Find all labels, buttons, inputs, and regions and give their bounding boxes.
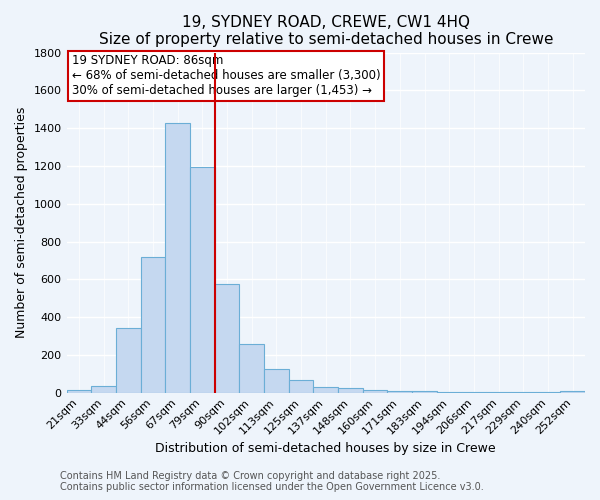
Bar bbox=[560, 390, 585, 392]
Bar bbox=[388, 390, 412, 392]
Bar bbox=[239, 344, 264, 393]
Bar bbox=[215, 284, 239, 393]
Bar bbox=[264, 369, 289, 392]
Bar bbox=[338, 388, 363, 392]
Bar bbox=[289, 380, 313, 392]
Text: Contains HM Land Registry data © Crown copyright and database right 2025.
Contai: Contains HM Land Registry data © Crown c… bbox=[60, 471, 484, 492]
Text: 19 SYDNEY ROAD: 86sqm
← 68% of semi-detached houses are smaller (3,300)
30% of s: 19 SYDNEY ROAD: 86sqm ← 68% of semi-deta… bbox=[72, 54, 380, 98]
Bar bbox=[165, 122, 190, 392]
Y-axis label: Number of semi-detached properties: Number of semi-detached properties bbox=[15, 107, 28, 338]
X-axis label: Distribution of semi-detached houses by size in Crewe: Distribution of semi-detached houses by … bbox=[155, 442, 496, 455]
Bar bbox=[313, 386, 338, 392]
Bar bbox=[140, 256, 165, 392]
Bar bbox=[363, 390, 388, 392]
Bar bbox=[67, 390, 91, 392]
Title: 19, SYDNEY ROAD, CREWE, CW1 4HQ
Size of property relative to semi-detached house: 19, SYDNEY ROAD, CREWE, CW1 4HQ Size of … bbox=[98, 15, 553, 48]
Bar bbox=[91, 386, 116, 392]
Bar bbox=[190, 167, 215, 392]
Bar bbox=[116, 328, 140, 392]
